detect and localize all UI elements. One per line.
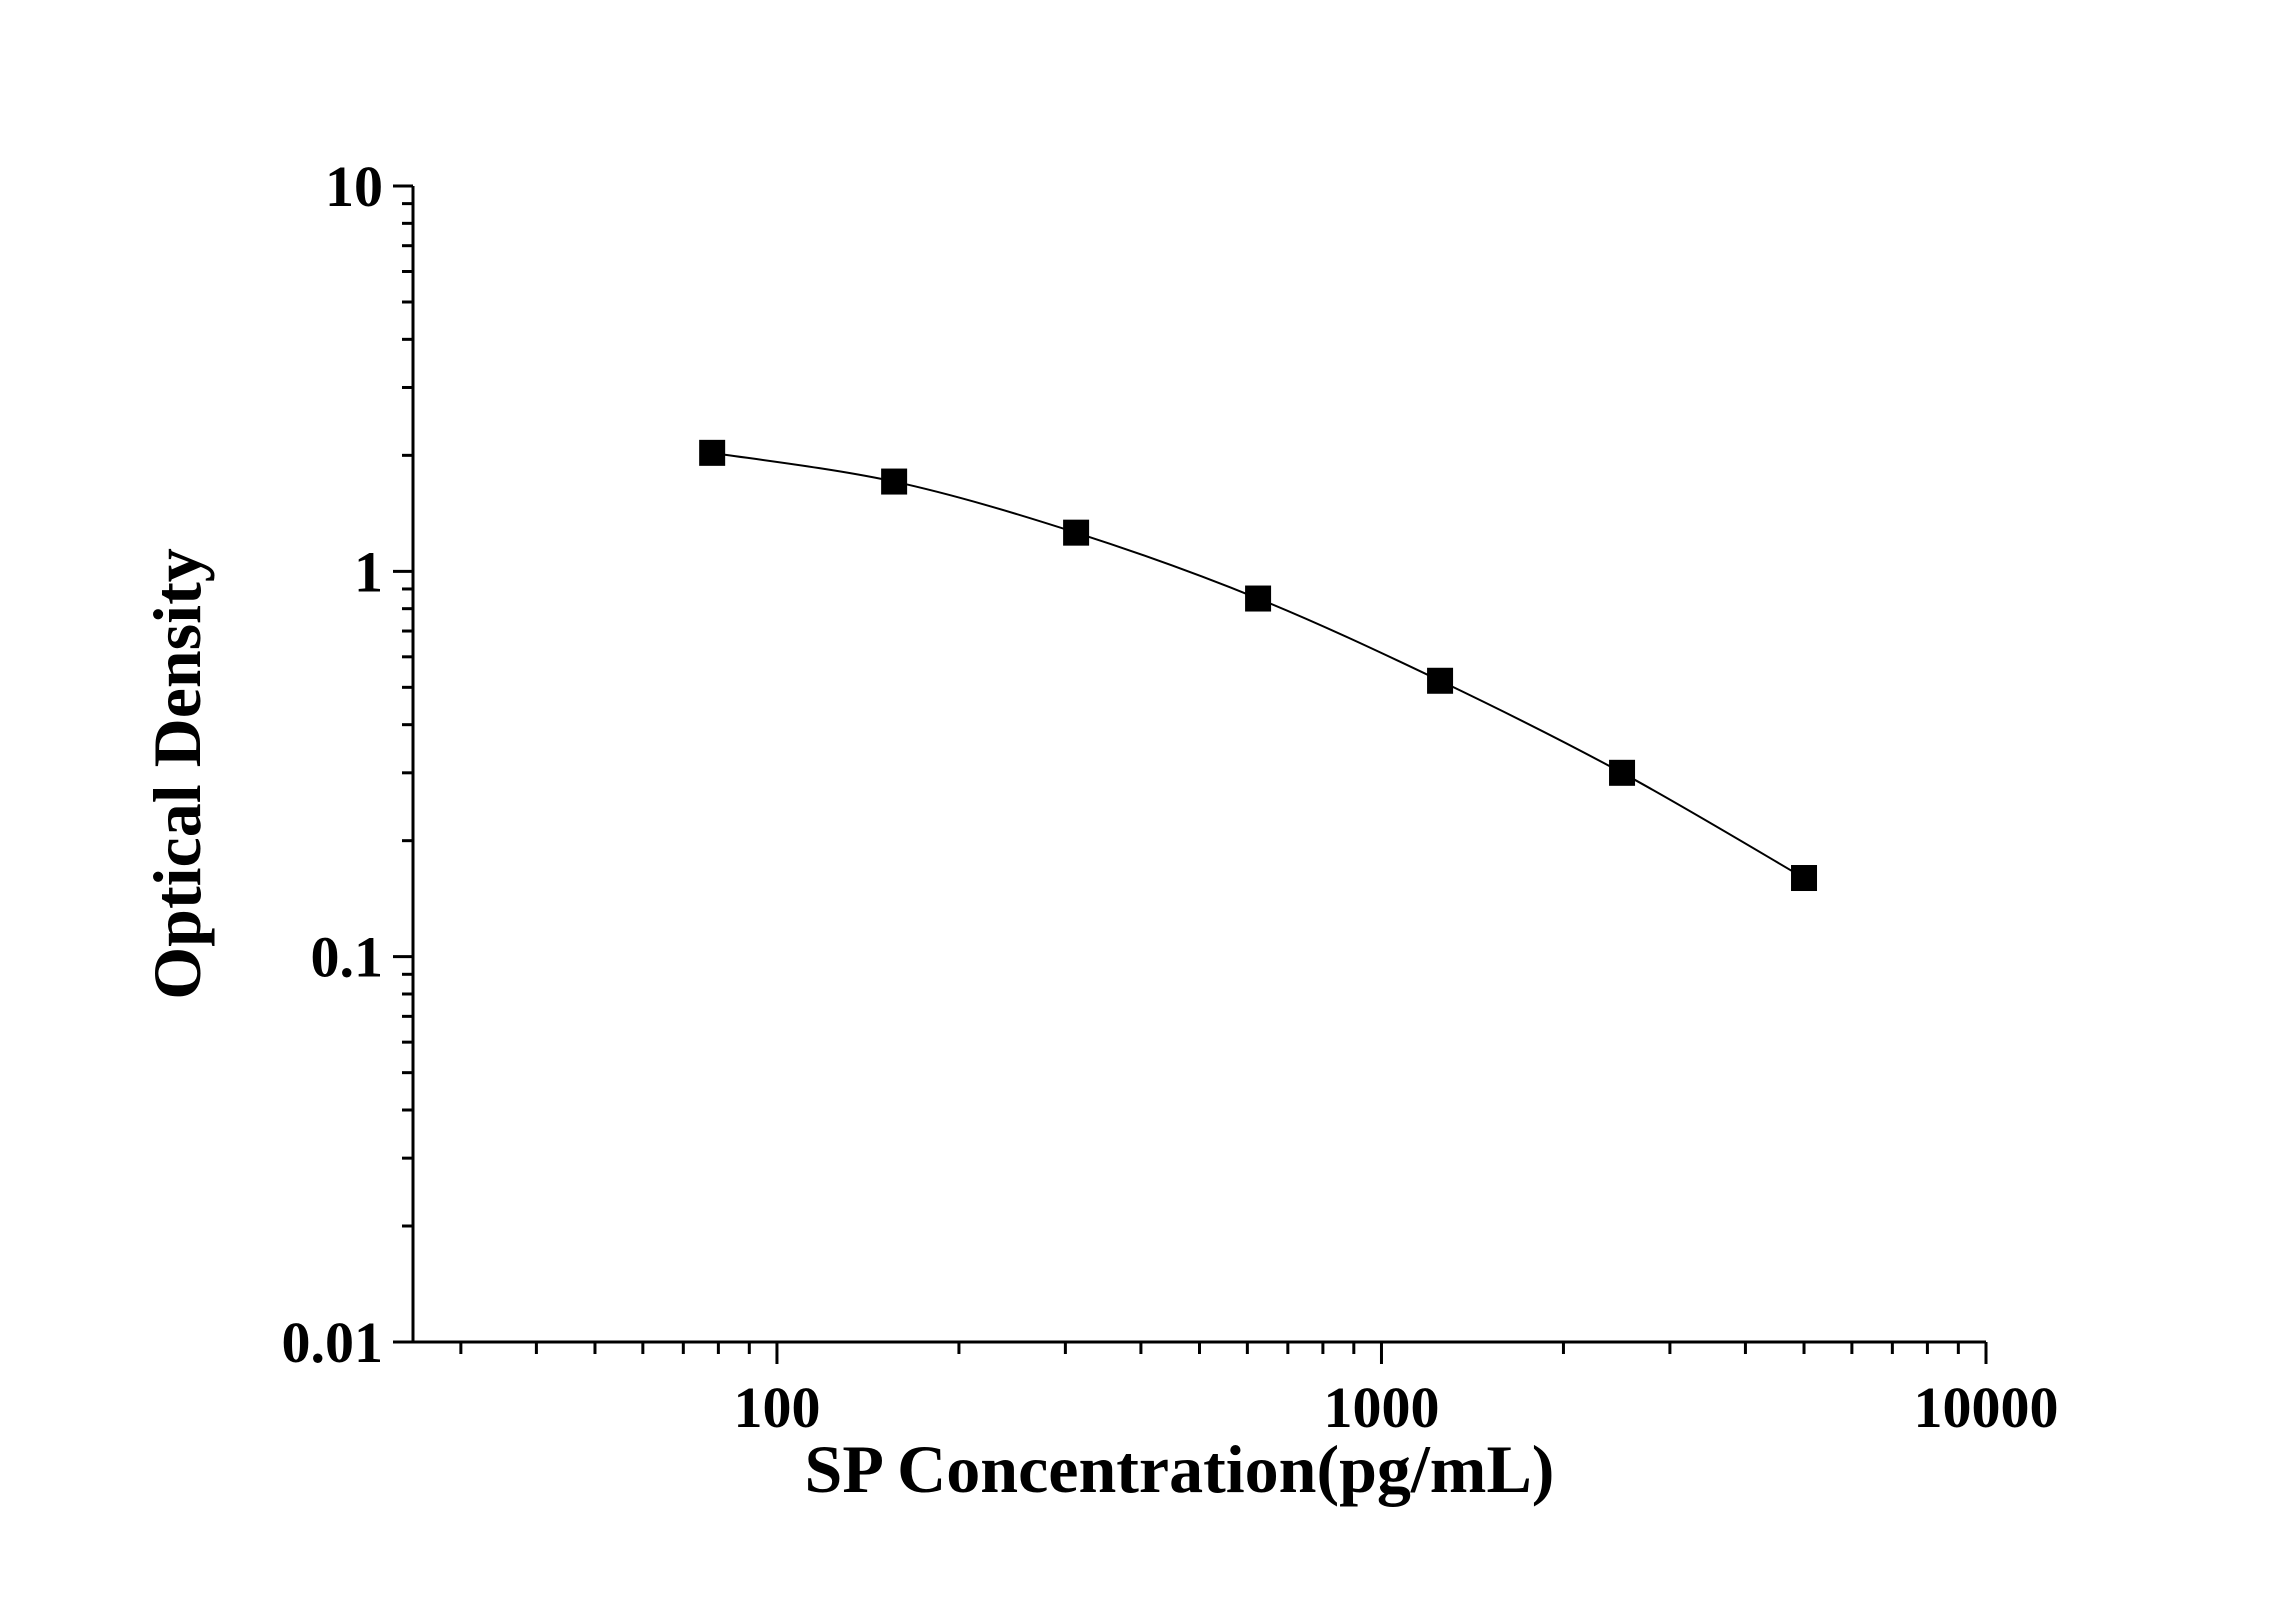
data-point xyxy=(881,468,908,495)
fit-curve xyxy=(712,451,1805,879)
data-point xyxy=(1609,759,1636,786)
plot-area xyxy=(699,439,1818,892)
x-tick-label: 100 xyxy=(733,1375,820,1440)
x-tick-label: 1000 xyxy=(1323,1375,1439,1440)
y-tick-label: 0.1 xyxy=(311,925,384,990)
data-point xyxy=(1245,585,1272,612)
y-tick-label: 10 xyxy=(325,154,383,219)
y-tick-label: 1 xyxy=(354,539,383,604)
data-point xyxy=(699,439,726,466)
y-axis-label: Optical Density xyxy=(139,548,215,999)
y-tick-label: 0.01 xyxy=(282,1310,384,1375)
axes xyxy=(411,186,1986,1344)
x-tick-label: 10000 xyxy=(1914,1375,2059,1440)
data-point xyxy=(1063,519,1090,546)
data-point xyxy=(1791,865,1818,892)
data-point xyxy=(1427,667,1454,694)
ticks: 0.01 0.1 1 10 100 1000 10000 xyxy=(282,154,2059,1440)
x-axis-label: SP Concentration(pg/mL) xyxy=(805,1431,1555,1507)
